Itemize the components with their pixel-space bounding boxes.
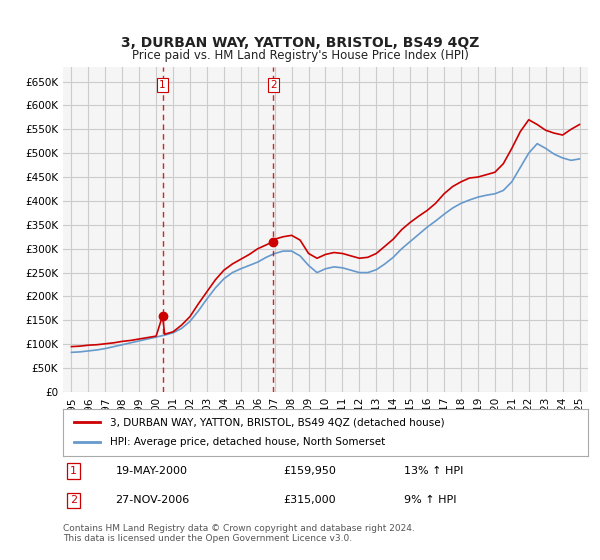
Text: 3, DURBAN WAY, YATTON, BRISTOL, BS49 4QZ (detached house): 3, DURBAN WAY, YATTON, BRISTOL, BS49 4QZ… (110, 417, 445, 427)
Text: 27-NOV-2006: 27-NOV-2006 (115, 496, 190, 505)
Text: 19-MAY-2000: 19-MAY-2000 (115, 466, 187, 476)
Text: £315,000: £315,000 (284, 496, 336, 505)
Text: 3, DURBAN WAY, YATTON, BRISTOL, BS49 4QZ: 3, DURBAN WAY, YATTON, BRISTOL, BS49 4QZ (121, 36, 479, 50)
Text: 2: 2 (70, 496, 77, 505)
Text: Price paid vs. HM Land Registry's House Price Index (HPI): Price paid vs. HM Land Registry's House … (131, 49, 469, 62)
Text: 9% ↑ HPI: 9% ↑ HPI (404, 496, 457, 505)
Text: 1: 1 (70, 466, 77, 476)
Text: 1: 1 (159, 80, 166, 90)
Text: Contains HM Land Registry data © Crown copyright and database right 2024.
This d: Contains HM Land Registry data © Crown c… (63, 524, 415, 543)
Text: 13% ↑ HPI: 13% ↑ HPI (404, 466, 464, 476)
Text: 2: 2 (270, 80, 277, 90)
Text: £159,950: £159,950 (284, 466, 337, 476)
Text: HPI: Average price, detached house, North Somerset: HPI: Average price, detached house, Nort… (110, 437, 386, 447)
